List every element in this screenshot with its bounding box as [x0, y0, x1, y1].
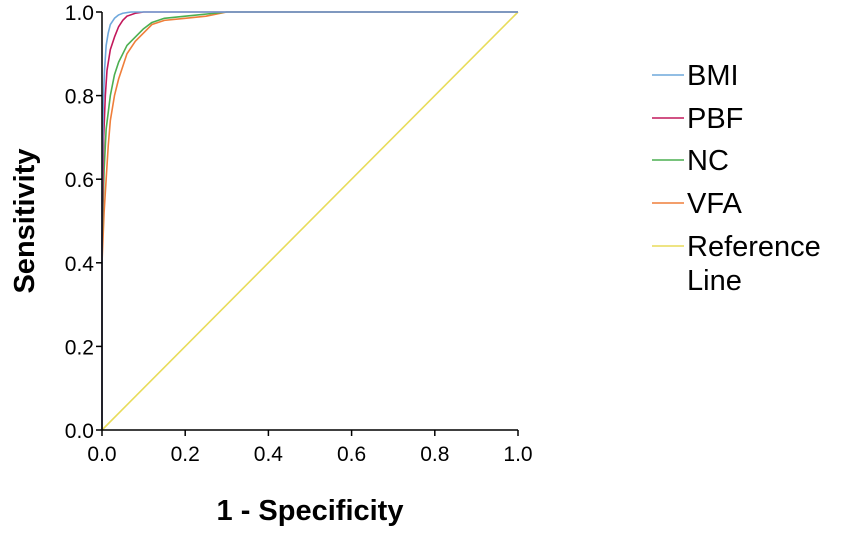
legend-label: VFA [687, 188, 742, 220]
series-line-bmi [101, 11, 518, 430]
x-tick-label: 0.0 [87, 443, 116, 466]
x-tick-label: 0.2 [171, 443, 200, 466]
x-axis-label: 1 - Specificity [217, 495, 404, 527]
legend-label: Reference Line [687, 231, 821, 297]
y-tick-label: 0.4 [65, 253, 95, 276]
x-tick-label: 0.4 [254, 443, 284, 466]
series-line-reference-line [101, 11, 519, 431]
legend-label: BMI [687, 60, 739, 92]
y-tick-label: 0.8 [65, 86, 94, 109]
x-ticks: 0.0 0.2 0.4 0.6 0.8 1.0 [87, 430, 533, 466]
x-tick-label: 1.0 [503, 443, 532, 466]
curves-layer [101, 11, 519, 431]
legend: BMI PBF NC VFA Reference Line [652, 60, 821, 297]
y-tick-label: 0.6 [65, 169, 94, 192]
legend-item-reference-line: Reference Line [652, 231, 821, 297]
legend-label: PBF [687, 103, 743, 135]
legend-item-nc: NC [652, 145, 729, 177]
x-tick-label: 0.6 [337, 443, 366, 466]
y-tick-label: 0.2 [65, 336, 94, 359]
legend-label: NC [687, 145, 729, 177]
legend-item-vfa: VFA [652, 188, 742, 220]
y-tick-label: 0.0 [65, 420, 94, 443]
legend-item-pbf: PBF [652, 103, 743, 135]
x-tick-label: 0.8 [420, 443, 449, 466]
y-axis-label: Sensitivity [9, 148, 41, 293]
legend-item-bmi: BMI [652, 60, 739, 92]
y-tick-label: 1.0 [65, 2, 94, 25]
y-ticks: 0.0 0.2 0.4 0.6 0.8 1.0 [65, 2, 102, 443]
